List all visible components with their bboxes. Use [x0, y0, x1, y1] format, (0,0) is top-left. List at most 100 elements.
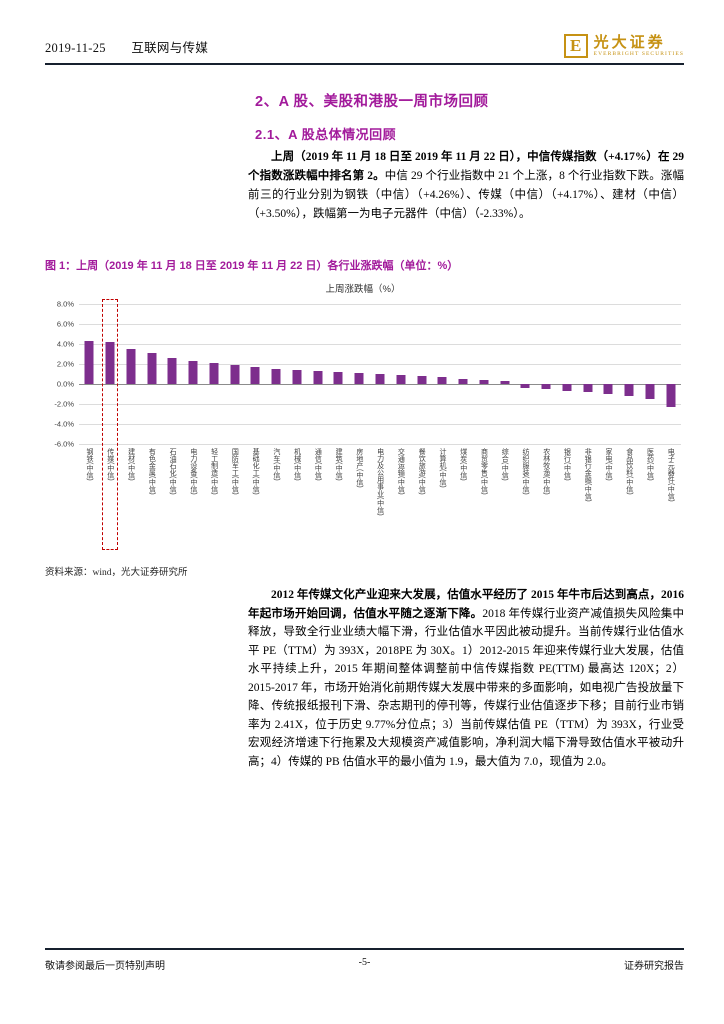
x-category-label: 有色金属(中信) — [148, 448, 156, 495]
bar — [271, 369, 281, 384]
y-tick-label: 2.0% — [56, 359, 74, 369]
gridline — [79, 344, 681, 345]
x-category-label: 通信(中信) — [314, 448, 322, 481]
bar — [562, 384, 572, 391]
x-category-label: 纺织服装(中信) — [521, 448, 529, 495]
bar — [105, 342, 115, 384]
bar — [500, 381, 510, 384]
gridline — [79, 324, 681, 325]
figure-caption: 图 1：上周（2019 年 11 月 18 日至 2019 年 11 月 22 … — [45, 260, 459, 272]
brand-logo-icon: E — [563, 34, 588, 58]
page-header: 2019-11-25 互联网与传媒 E 光大证券 EVERBRIGHT SECU… — [45, 34, 684, 65]
bar — [147, 353, 157, 384]
x-category-label: 商贸零售(中信) — [480, 448, 488, 495]
x-category-label: 电子元器件(中信) — [667, 448, 675, 502]
paragraph-1-regular: 中信 29 个行业指数中 21 个上涨，8 个行业指数下跌。涨幅前三的行业分别为… — [248, 170, 685, 220]
bar — [520, 384, 530, 388]
bar — [354, 373, 364, 384]
x-category-label: 基础化工(中信) — [252, 448, 260, 495]
bar — [396, 375, 406, 384]
bar — [333, 372, 343, 384]
paragraph-2-bold: 2012 年传媒文化产业迎来大发展，估值水平经历了 2015 年牛市后达到高点，… — [248, 589, 684, 620]
x-category-label: 综合(中信) — [501, 448, 509, 481]
chart-plot-area: 钢铁(中信) 传媒(中信) 建材(中信) 有色金属(中信) 石油石化(中信) 电力设备(中… — [79, 299, 681, 550]
x-category-label: 房地产(中信) — [355, 448, 363, 488]
x-category-label: 国防军工(中信) — [231, 448, 239, 495]
bar — [126, 349, 136, 384]
bar — [479, 380, 489, 384]
paragraph-valuation-analysis: 2012 年传媒文化产业迎来大发展，估值水平经历了 2015 年牛市后达到高点，… — [248, 586, 684, 771]
industry-change-bar-chart: 上周涨跌幅（%） 8.0% 6.0% 4.0% 2.0% 0.0% -2.0% -4.0% -… — [45, 281, 681, 550]
gridline — [79, 304, 681, 305]
gridline — [79, 384, 681, 385]
y-tick-label: 8.0% — [56, 299, 74, 309]
x-category-label: 轻工制造(中信) — [210, 448, 218, 495]
bar — [417, 376, 427, 384]
y-tick-label: -2.0% — [54, 399, 74, 409]
bar — [167, 358, 177, 384]
page-footer: 敬请参阅最后一页特别声明 -5- 证券研究报告 — [45, 948, 684, 972]
bar — [645, 384, 655, 399]
bar — [250, 367, 260, 384]
brand-text: 光大证券 EVERBRIGHT SECURITIES — [594, 35, 684, 58]
bar — [583, 384, 593, 392]
x-category-label: 汽车(中信) — [272, 448, 280, 481]
x-category-label: 电力设备(中信) — [189, 448, 197, 495]
x-category-label: 医药(中信) — [646, 448, 654, 481]
bar — [209, 363, 219, 384]
x-category-label: 煤炭(中信) — [459, 448, 467, 481]
y-tick-label: -4.0% — [54, 419, 74, 429]
chart-plot — [79, 304, 681, 445]
x-category-label: 石油石化(中信) — [169, 448, 177, 495]
x-category-label: 家电(中信) — [605, 448, 613, 481]
bar — [437, 377, 447, 384]
gridline — [79, 424, 681, 425]
y-tick-label: 4.0% — [56, 339, 74, 349]
header-meta: 2019-11-25 互联网与传媒 — [45, 37, 208, 58]
bar — [292, 370, 302, 384]
section-title: 2、A 股、美股和港股一周市场回顾 — [255, 94, 489, 110]
y-tick-label: 0.0% — [56, 379, 74, 389]
bar — [313, 371, 323, 384]
chart-x-labels: 钢铁(中信) 传媒(中信) 建材(中信) 有色金属(中信) 石油石化(中信) 电力设备(中… — [79, 444, 681, 546]
x-category-label: 计算机(中信) — [438, 448, 446, 488]
paragraph-2-regular: 2018 年传媒行业资产减值损失风险集中释放，导致全行业业绩大幅下滑，行业估值水… — [248, 607, 685, 768]
x-category-label: 餐饮旅游(中信) — [418, 448, 426, 495]
x-category-label: 建材(中信) — [127, 448, 135, 481]
report-date: 2019-11-25 — [45, 41, 106, 55]
x-category-label: 钢铁(中信) — [86, 448, 94, 481]
report-category: 互联网与传媒 — [131, 41, 209, 55]
bar — [458, 379, 468, 384]
y-tick-label: -6.0% — [54, 439, 74, 449]
brand-name-cn: 光大证券 — [593, 34, 666, 51]
x-category-label: 非银行金融(中信) — [584, 448, 592, 502]
x-category-label: 机械(中信) — [293, 448, 301, 481]
x-category-label: 建筑(中信) — [335, 448, 343, 481]
bar — [375, 374, 385, 384]
bar — [84, 341, 94, 384]
x-category-label: 银行(中信) — [563, 448, 571, 481]
y-tick-label: 6.0% — [56, 319, 74, 329]
paragraph-market-review: 上周（2019 年 11 月 18 日至 2019 年 11 月 22 日），中… — [248, 148, 684, 224]
x-category-label: 食品饮料(中信) — [625, 448, 633, 495]
gridline — [79, 404, 681, 405]
paragraph-1-bold: 上周（2019 年 11 月 18 日至 2019 年 11 月 22 日），中… — [248, 151, 684, 182]
chart-title: 上周涨跌幅（%） — [325, 284, 401, 295]
bar — [230, 365, 240, 384]
bar — [541, 384, 551, 389]
chart-y-axis: 8.0% 6.0% 4.0% 2.0% 0.0% -2.0% -4.0% -6.0% — [45, 300, 79, 449]
bar — [603, 384, 613, 394]
gridline — [79, 444, 681, 445]
brand-logo: E 光大证券 EVERBRIGHT SECURITIES — [563, 34, 684, 58]
brand-name-en: EVERBRIGHT SECURITIES — [593, 51, 684, 58]
x-category-label: 电力及公用事业(中信) — [376, 448, 384, 516]
x-category-label: 农林牧渔(中信) — [542, 448, 550, 495]
footer-disclaimer: 敬请参阅最后一页特别声明 — [45, 961, 165, 972]
footer-report-type: 证券研究报告 — [624, 961, 684, 972]
x-category-label: 传媒(中信) — [106, 448, 114, 481]
bar — [188, 361, 198, 384]
section-subtitle: 2.1、A 股总体情况回顾 — [255, 127, 397, 142]
figure-source: 资料来源：wind，光大证券研究所 — [45, 568, 188, 578]
bar — [666, 384, 676, 408]
